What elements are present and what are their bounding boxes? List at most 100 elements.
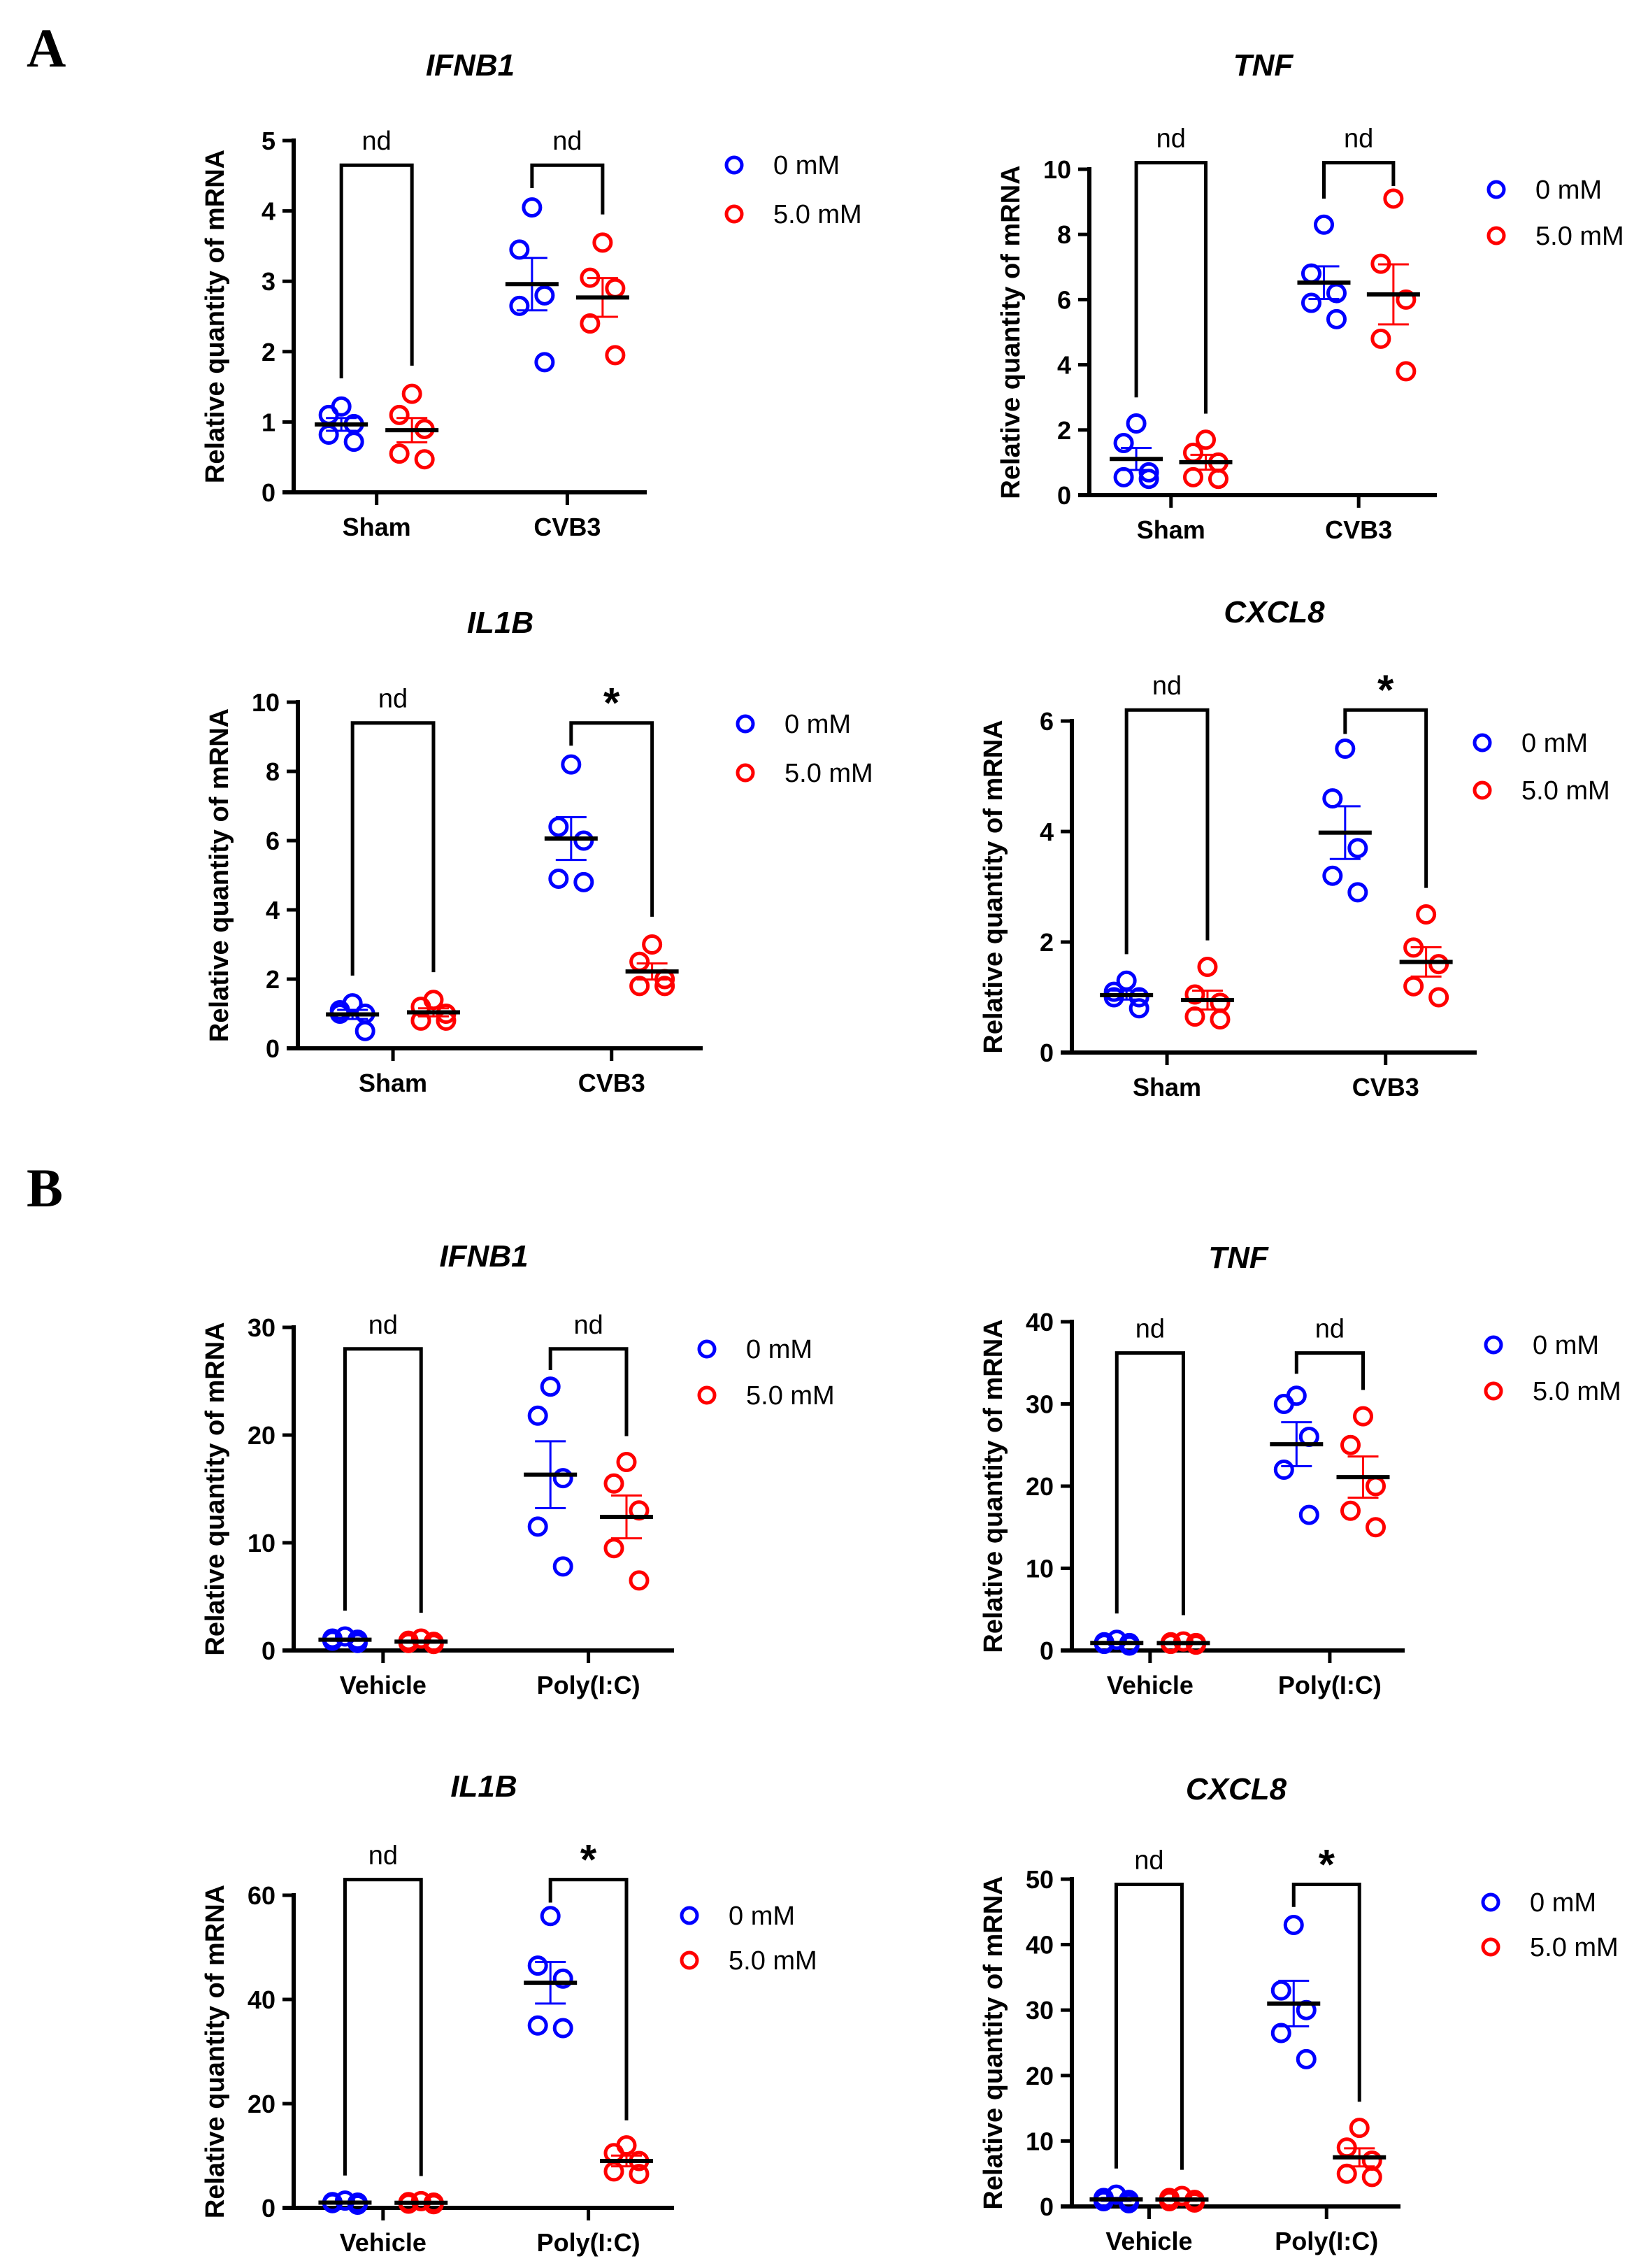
data-point <box>1340 1434 1361 1455</box>
panel-label-a: A <box>27 17 66 78</box>
y-tick-label: 2 <box>1040 928 1054 957</box>
data-point <box>561 754 582 775</box>
y-tick-label: 0 <box>1040 1636 1054 1665</box>
data-point <box>1126 413 1147 434</box>
significance-label: nd <box>573 1311 603 1340</box>
y-tick-label: 30 <box>1026 1390 1054 1419</box>
significance-label: * <box>1377 666 1394 713</box>
x-tick-label: Sham <box>1133 1073 1201 1101</box>
data-point <box>1103 987 1124 1008</box>
data-point <box>534 352 555 373</box>
y-axis-label: Relative quantity of mRNA <box>205 708 234 1042</box>
data-point <box>1270 2023 1291 2044</box>
y-tick-label: 1 <box>261 408 275 436</box>
data-point <box>1383 188 1404 209</box>
data-point <box>580 313 601 334</box>
y-tick-label: 30 <box>248 1313 275 1342</box>
data-point <box>354 1020 375 1041</box>
y-axis-label: Relative quantity of mRNA <box>201 1885 230 2218</box>
legend-label: 0 mM <box>746 1335 812 1364</box>
data-point <box>1366 1476 1386 1497</box>
chart-title: IL1B <box>467 606 533 640</box>
y-tick-label: 20 <box>1026 2062 1054 2090</box>
data-point <box>1270 1980 1291 2001</box>
y-tick-label: 0 <box>261 2194 275 2223</box>
data-point <box>1313 214 1334 235</box>
y-tick-label: 2 <box>261 338 275 366</box>
x-tick-label: Poly(I:C) <box>537 1671 640 1699</box>
data-point <box>347 1632 368 1653</box>
legend-label: 0 mM <box>729 1902 795 1931</box>
legend-marker-icon <box>1473 733 1492 753</box>
data-point <box>629 951 650 972</box>
data-point <box>1128 998 1149 1019</box>
legend-marker-icon <box>697 1385 717 1405</box>
data-point <box>616 1452 637 1472</box>
data-point <box>1273 1460 1294 1480</box>
y-tick-label: 10 <box>252 688 280 717</box>
significance-label: * <box>603 680 620 727</box>
significance-label: nd <box>1135 1315 1165 1344</box>
data-point <box>1119 1635 1140 1656</box>
y-axis-label: Relative quantity of mRNA <box>201 1322 230 1655</box>
data-point <box>527 2015 548 2036</box>
chart-title: IFNB1 <box>426 48 515 83</box>
x-tick-label: CVB3 <box>578 1069 645 1097</box>
legend-label: 0 mM <box>1533 1331 1599 1360</box>
data-point <box>552 1468 573 1489</box>
legend-label: 0 mM <box>1535 176 1602 205</box>
data-point <box>414 449 435 470</box>
data-point <box>389 404 410 425</box>
significance-bracket <box>1343 708 1428 888</box>
y-tick-label: 6 <box>1040 707 1054 736</box>
significance-label: nd <box>1344 124 1373 154</box>
legend-label: 5.0 mM <box>1535 222 1624 251</box>
data-point <box>318 404 339 425</box>
data-point <box>1361 2167 1382 2188</box>
data-point <box>605 345 626 366</box>
chart-a-tnf: TNF 0 2 4 6 8 10 Relative quantity of mRNA Sham n… <box>996 48 1624 544</box>
data-point <box>423 1634 444 1655</box>
legend-marker-icon <box>1481 1937 1500 1957</box>
y-tick-label: 10 <box>248 1529 275 1557</box>
legend-label: 0 mM <box>784 710 851 739</box>
significance-label: * <box>1319 1841 1335 1888</box>
legend-label: 5.0 mM <box>729 1946 817 1976</box>
significance-bracket <box>343 1878 423 2176</box>
legend-marker-icon <box>680 1950 699 1970</box>
data-point <box>1116 970 1137 991</box>
significance-label: nd <box>1152 671 1182 701</box>
significance-bracket <box>339 163 414 379</box>
data-point <box>540 1376 561 1397</box>
x-tick-label: CVB3 <box>533 513 601 541</box>
chart-title: IFNB1 <box>439 1239 528 1274</box>
significance-bracket <box>548 1347 629 1436</box>
data-point <box>1340 1500 1361 1521</box>
y-axis-label: Relative quantity of mRNA <box>201 150 230 483</box>
significance-label: nd <box>552 127 582 156</box>
legend-label: 5.0 mM <box>773 200 862 229</box>
data-point <box>1370 328 1391 349</box>
data-point <box>603 1538 624 1559</box>
data-point <box>1396 361 1417 382</box>
significance-bracket <box>1134 161 1208 414</box>
significance-bracket <box>350 721 436 976</box>
data-point <box>401 383 422 404</box>
y-tick-label: 20 <box>248 1421 275 1450</box>
y-tick-label: 0 <box>1057 481 1071 510</box>
data-point <box>548 868 569 889</box>
data-point <box>603 1473 624 1494</box>
legend-label: 0 mM <box>1521 729 1588 758</box>
data-point <box>1349 2118 1370 2139</box>
significance-bracket <box>1115 1351 1185 1616</box>
y-tick-label: 40 <box>1026 1931 1054 1960</box>
y-tick-label: 20 <box>1026 1472 1054 1501</box>
data-point <box>1113 432 1134 453</box>
significance-bracket <box>569 721 654 917</box>
data-point <box>1396 289 1417 310</box>
legend-marker-icon <box>1484 1381 1503 1401</box>
data-point <box>1335 739 1356 759</box>
data-point <box>1184 1006 1205 1027</box>
chart-title: TNF <box>1233 48 1294 83</box>
significance-bracket <box>1291 1882 1361 2102</box>
